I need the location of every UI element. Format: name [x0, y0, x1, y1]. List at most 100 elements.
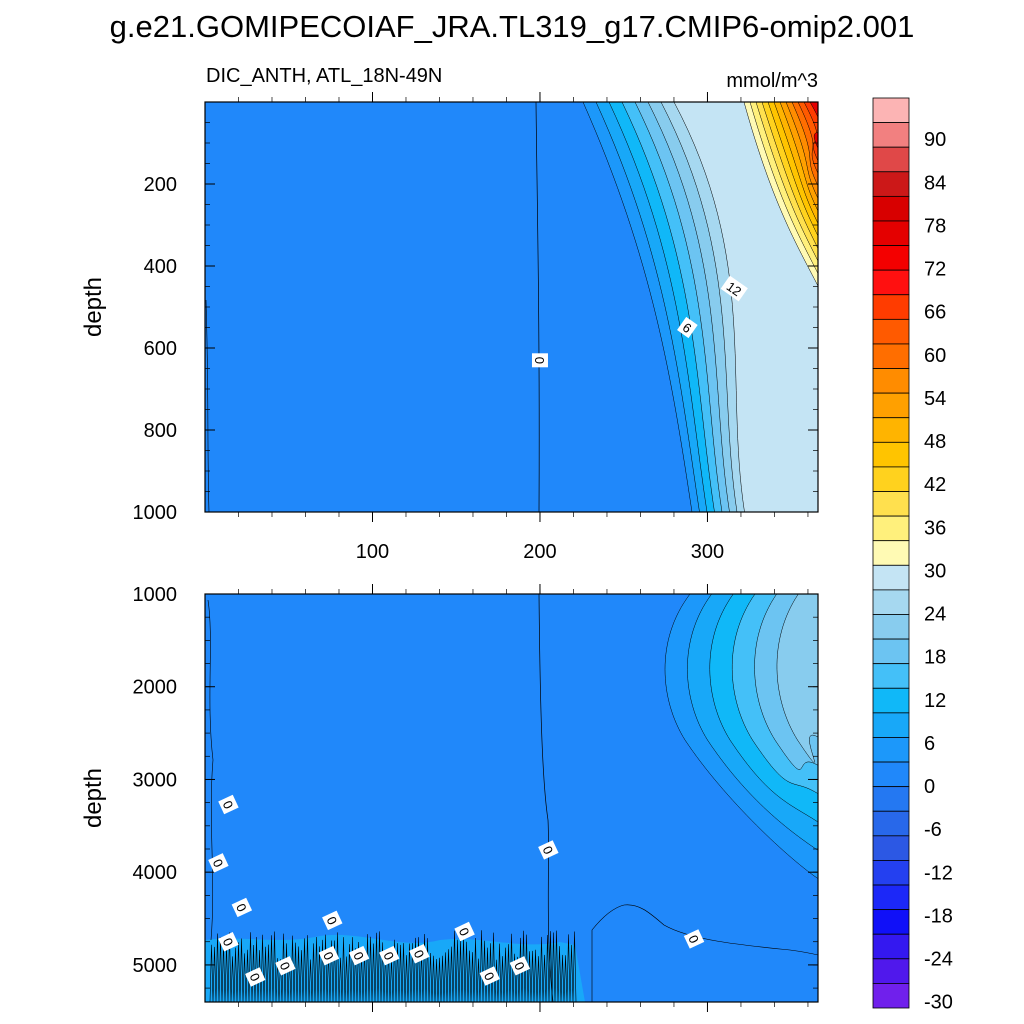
colorbar-swatch — [872, 860, 910, 886]
colorbar-swatch — [872, 220, 910, 246]
contour-band — [809, 102, 818, 149]
x-tick-label: 100 — [356, 541, 389, 563]
colorbar-labels: 908478726660544842363024181260-6-12-18-2… — [924, 129, 953, 1014]
colorbar-label: -24 — [924, 949, 953, 971]
lower-contour-bands — [664, 594, 818, 879]
contour-label-box — [509, 956, 531, 976]
contour-label-text: 12 — [724, 279, 744, 300]
y-tick-label: 5000 — [133, 955, 178, 977]
colorbar-swatch — [872, 97, 910, 123]
colorbar-swatch — [872, 245, 910, 271]
x-tick-label: 200 — [523, 541, 556, 563]
colorbar-swatch — [872, 269, 910, 296]
upper-panel-title: DIC_ANTH, ATL_18N-49N — [206, 65, 442, 87]
colorbar-swatch — [872, 466, 910, 492]
contour-label-box — [218, 794, 239, 815]
colorbar-label: 90 — [924, 129, 946, 151]
lower-axes: 1000 2000 3000 4000 5000 — [133, 584, 818, 1012]
y-tick-label: 3000 — [133, 769, 178, 791]
contour-label-box — [348, 945, 370, 966]
contour-label-box — [479, 966, 500, 986]
colorbar-swatch — [872, 171, 910, 197]
contour-label-box — [318, 945, 340, 966]
colorbar-label: 78 — [924, 215, 946, 237]
colorbar-label: 48 — [924, 431, 946, 453]
contour-label: 0 — [245, 967, 266, 987]
colorbar-swatch — [872, 368, 910, 394]
colorbar-swatch — [872, 392, 910, 419]
colorbar-label: 66 — [924, 302, 946, 324]
colorbar-label: -30 — [924, 992, 953, 1014]
colorbar-swatch — [872, 146, 910, 173]
contour-label: 0 — [683, 929, 705, 949]
colorbar-swatch — [872, 417, 910, 443]
y-tick-label: 600 — [144, 338, 177, 360]
colorbar-label: 60 — [924, 345, 946, 367]
colorbar-label: 24 — [924, 604, 946, 626]
colorbar-swatch — [872, 441, 910, 468]
colorbar-swatch — [872, 909, 910, 935]
colorbar-label: -18 — [924, 905, 953, 927]
colorbar-swatch — [872, 122, 910, 148]
y-tick-label: 400 — [144, 256, 177, 278]
colorbar-swatch — [872, 712, 910, 738]
colorbar-label: 18 — [924, 647, 946, 669]
colorbar-swatch — [872, 540, 910, 566]
contour-label-box — [231, 897, 253, 918]
colorbar-swatch — [872, 884, 910, 911]
colorbar-swatch — [872, 663, 910, 689]
figure-title: g.e21.GOMIPECOIAF_JRA.TL319_g17.CMIP6-om… — [110, 9, 915, 44]
contour-label-box — [379, 945, 400, 966]
contour-label-text: 0 — [532, 357, 547, 364]
colorbar — [872, 97, 910, 1009]
colorbar-label: -6 — [924, 819, 942, 841]
colorbar-label: 84 — [924, 172, 946, 194]
colorbar-swatch — [872, 786, 910, 812]
contour-label: 0 — [409, 944, 430, 964]
contour-label-box — [531, 353, 548, 368]
upper-plot-area — [205, 102, 818, 512]
x-tick-label: 300 — [691, 541, 724, 563]
upper-contour-bands — [582, 102, 818, 512]
colorbar-label: -12 — [924, 862, 953, 884]
contour-label: 0 — [218, 932, 239, 952]
contour-label: 0 — [538, 840, 559, 860]
lower-ylabel: depth — [80, 768, 107, 828]
lower-plot-area — [205, 594, 818, 1002]
colorbar-swatch — [872, 983, 910, 1009]
contour-label: 0 — [479, 966, 500, 986]
lower-zero-contour — [538, 594, 554, 1002]
contour-label: 0 — [275, 956, 296, 976]
lower-noise-contours — [209, 930, 577, 1002]
contour-label: 0 — [322, 910, 343, 931]
colorbar-swatch — [872, 638, 910, 665]
contour-label: 0 — [231, 897, 253, 918]
colorbar-swatch — [872, 491, 910, 517]
contour-label: 0 — [531, 353, 548, 368]
units-label: mmol/m^3 — [726, 70, 818, 92]
upper-axes: 200 400 600 800 1000 100 200 300 — [133, 92, 818, 563]
contour-label-box — [245, 967, 266, 987]
contour-label-box — [218, 932, 239, 952]
contour-label-box — [538, 840, 559, 860]
colorbar-swatch — [872, 933, 910, 960]
contour-label-box — [409, 944, 430, 964]
colorbar-swatch — [872, 958, 910, 984]
colorbar-label: 42 — [924, 474, 946, 496]
contour-label-box — [683, 929, 705, 949]
colorbar-swatch — [872, 195, 910, 222]
colorbar-swatch — [872, 294, 910, 320]
contour-label: 0 — [509, 956, 531, 976]
colorbar-swatch — [872, 589, 910, 615]
colorbar-swatch — [872, 810, 910, 837]
contour-label: 6 — [677, 316, 698, 339]
contour-label: 0 — [218, 794, 239, 815]
colorbar-label: 54 — [924, 388, 946, 410]
colorbar-swatch — [872, 687, 910, 714]
contour-label: 0 — [454, 921, 475, 942]
upper-zero-contour — [535, 102, 540, 512]
colorbar-label: 72 — [924, 259, 946, 281]
lower-plot-frame — [204, 593, 819, 1003]
